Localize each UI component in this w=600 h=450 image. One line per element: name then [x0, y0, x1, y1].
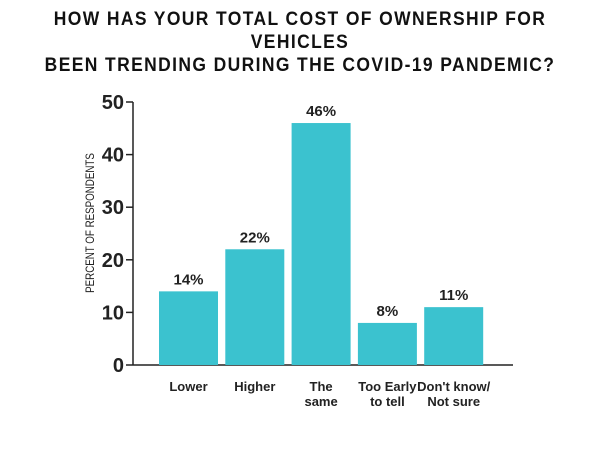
x-tick-label: to tell [370, 394, 405, 409]
data-label: 46% [306, 103, 336, 120]
y-tick-label: 0 [113, 355, 124, 377]
data-label: 22% [240, 229, 270, 246]
y-tick-label: 30 [102, 197, 124, 219]
x-tick-label: Higher [234, 379, 275, 394]
y-tick-label: 20 [102, 250, 124, 272]
bar-1 [225, 249, 285, 365]
x-tick-label: Don't know/ [417, 379, 491, 394]
x-tick-label: Not sure [427, 394, 480, 409]
bar-3 [357, 322, 417, 365]
data-label: 11% [439, 287, 468, 304]
chart-title: HOW HAS YOUR TOTAL COST OF OWNERSHIP FOR… [24, 8, 576, 77]
bar-0 [159, 291, 218, 365]
chart-title-line-1: HOW HAS YOUR TOTAL COST OF OWNERSHIP FOR… [53, 9, 547, 53]
x-tick-label: Too Early [358, 379, 417, 394]
y-tick-label: 10 [102, 302, 124, 324]
data-label: 8% [377, 303, 399, 320]
y-tick-label: 40 [102, 145, 124, 167]
bar-2 [291, 123, 351, 365]
y-axis-label: PERCENT OF RESPONDENTS [84, 153, 97, 293]
x-tick-label: same [304, 394, 337, 409]
bar-4 [424, 307, 484, 365]
x-tick-label: The [310, 379, 333, 394]
chart-title-line-2: BEEN TRENDING DURING THE COVID-19 PANDEM… [44, 55, 556, 76]
x-tick-label: Lower [169, 379, 207, 394]
y-tick-label: 50 [102, 92, 124, 114]
data-label: 14% [173, 271, 203, 288]
